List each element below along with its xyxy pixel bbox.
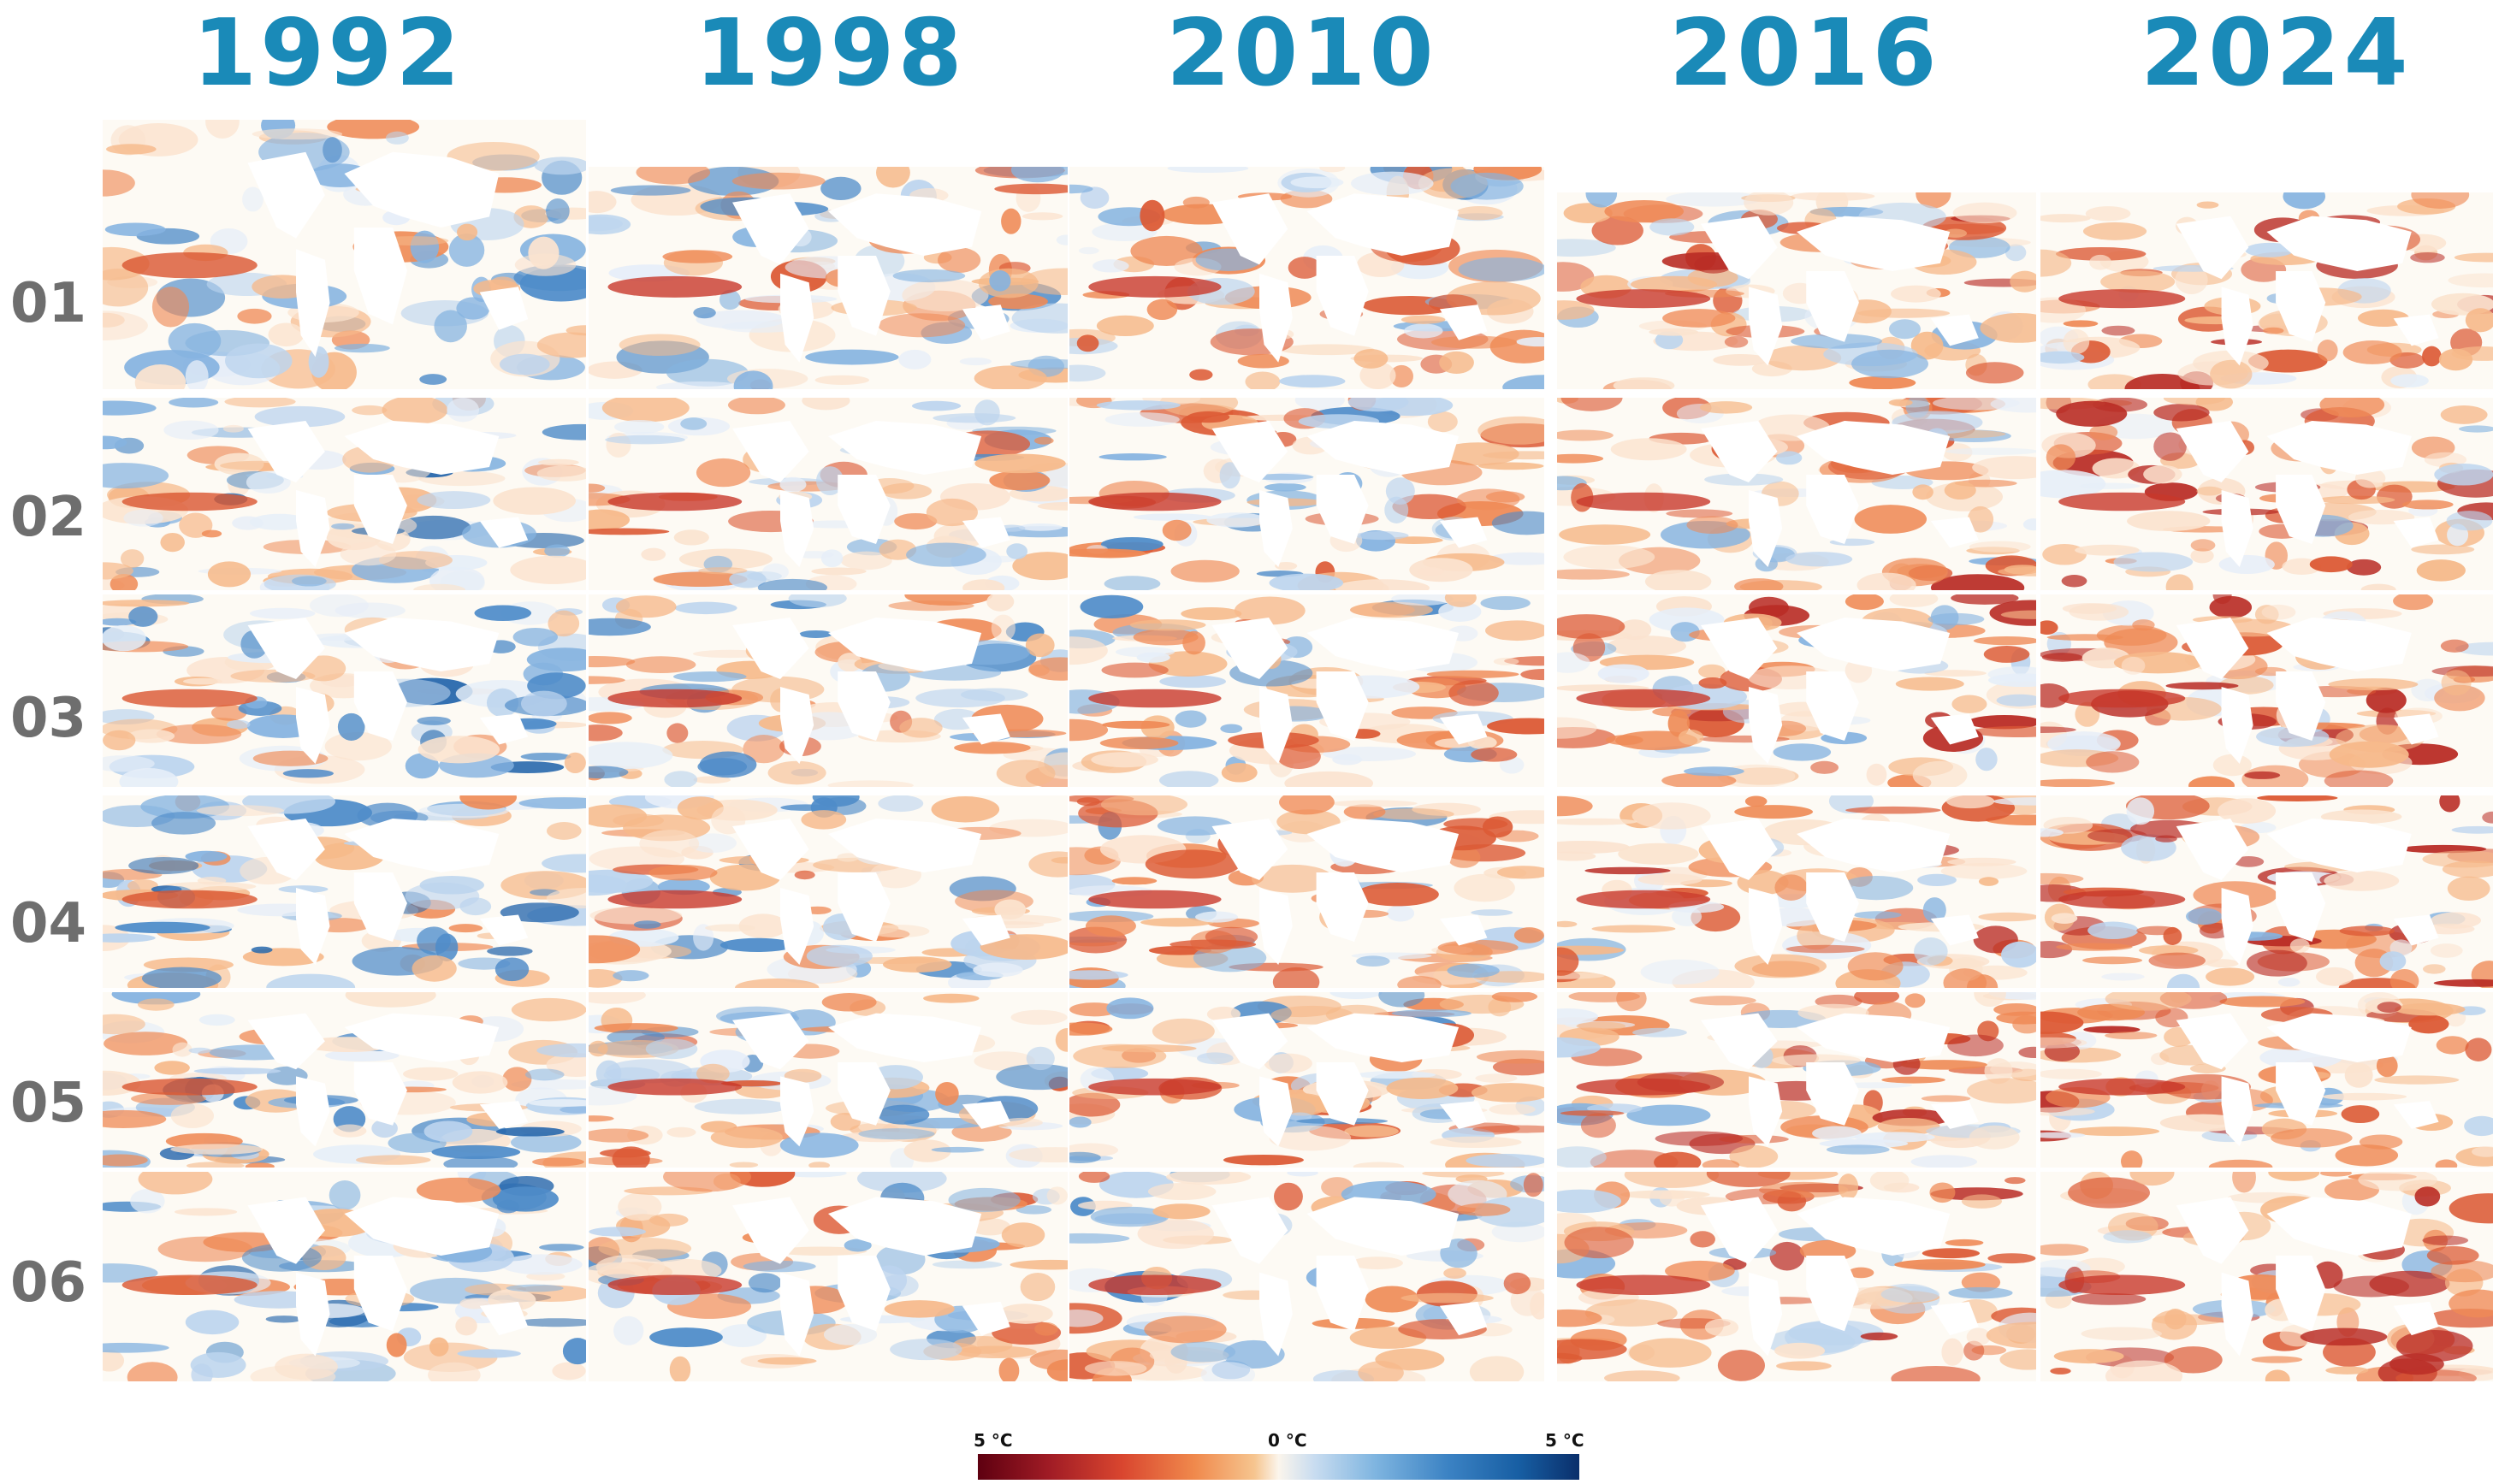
sst-anomaly-map-2010-05 — [1069, 992, 1544, 1168]
month-label-02: 02 — [10, 486, 87, 549]
sst-anomaly-map-2024-02 — [2040, 398, 2493, 590]
sst-anomaly-map-2016-04 — [1557, 795, 2036, 988]
sst-anomaly-map-2010-02 — [1069, 398, 1544, 590]
year-header-2016: 2016 — [1669, 0, 1940, 107]
sst-anomaly-map-1998-05 — [589, 992, 1068, 1168]
month-label-06: 06 — [10, 1251, 87, 1315]
sst-anomaly-map-2024-03 — [2040, 594, 2493, 787]
sst-anomaly-map-2024-04 — [2040, 795, 2493, 988]
sst-anomaly-map-2016-06 — [1557, 1172, 2036, 1381]
sst-anomaly-map-1998-01 — [589, 167, 1068, 389]
sst-anomaly-map-1992-03 — [103, 594, 586, 787]
sst-anomaly-map-2010-06 — [1069, 1172, 1544, 1381]
sst-anomaly-map-2016-02 — [1557, 398, 2036, 590]
sst-anomaly-map-2024-01 — [2040, 192, 2493, 389]
sst-anomaly-map-2024-06 — [2040, 1172, 2493, 1381]
sst-anomaly-map-2010-01 — [1069, 167, 1544, 389]
sst-anomaly-map-2016-03 — [1557, 594, 2036, 787]
year-header-1992: 1992 — [192, 0, 464, 107]
sst-anomaly-map-1998-03 — [589, 594, 1068, 787]
year-header-2024: 2024 — [2141, 0, 2412, 107]
sst-anomaly-map-2024-05 — [2040, 992, 2493, 1168]
year-header-2010: 2010 — [1166, 0, 1437, 107]
sst-anomaly-map-2010-03 — [1069, 594, 1544, 787]
year-header-1998: 1998 — [695, 0, 966, 107]
legend-center-label: 0 °C — [1268, 1430, 1307, 1451]
sst-anomaly-map-1992-05 — [103, 992, 586, 1168]
legend-left-label: 5 °C — [974, 1430, 1013, 1451]
legend-right-label: 5 °C — [1545, 1430, 1584, 1451]
sst-anomaly-map-1998-06 — [589, 1172, 1068, 1381]
sst-anomaly-map-2010-04 — [1069, 795, 1544, 988]
sst-anomaly-map-1998-02 — [589, 398, 1068, 590]
month-label-04: 04 — [10, 892, 87, 955]
temperature-color-scale — [978, 1454, 1579, 1480]
month-label-03: 03 — [10, 687, 87, 750]
sst-anomaly-map-2016-05 — [1557, 992, 2036, 1168]
sst-anomaly-map-2016-01 — [1557, 192, 2036, 389]
month-label-05: 05 — [10, 1072, 87, 1135]
sst-anomaly-map-1992-02 — [103, 398, 586, 590]
month-label-01: 01 — [10, 272, 87, 335]
sst-anomaly-map-1992-06 — [103, 1172, 586, 1381]
sst-anomaly-map-1992-01 — [103, 120, 586, 389]
sst-anomaly-map-1992-04 — [103, 795, 586, 988]
sst-anomaly-map-1998-04 — [589, 795, 1068, 988]
